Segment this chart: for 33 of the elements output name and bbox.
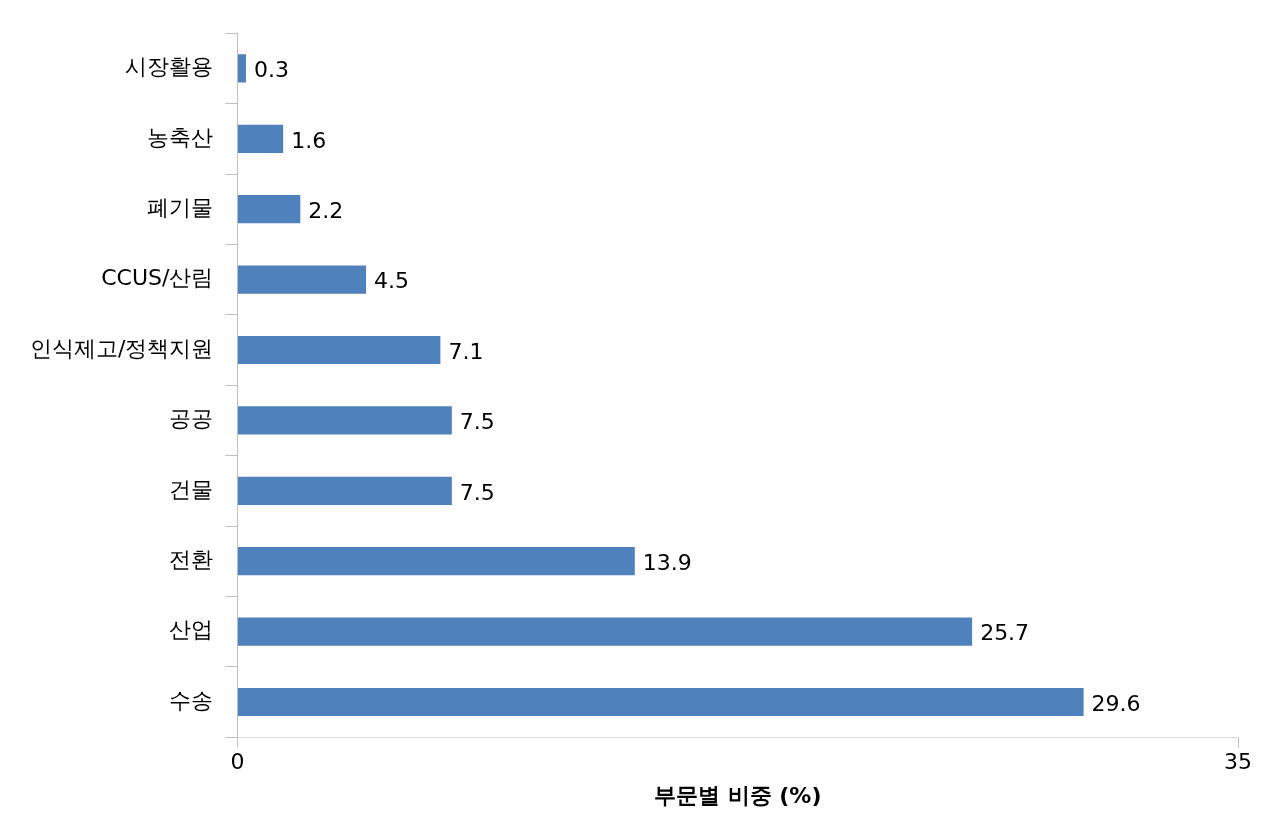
- x-tick-label: 0: [230, 749, 245, 775]
- bar: [237, 476, 452, 505]
- data-label: 7.5: [459, 479, 495, 505]
- data-label: 25.7: [980, 620, 1030, 646]
- data-label: 7.1: [448, 338, 484, 364]
- y-tick-label: 산업: [169, 617, 214, 643]
- data-label: 13.9: [642, 549, 692, 575]
- bar: [237, 265, 367, 294]
- y-tick-label: 수송: [169, 687, 214, 713]
- bar: [237, 617, 973, 646]
- y-tick-label: CCUS/산림: [101, 265, 214, 291]
- data-label: 0.3: [253, 57, 289, 83]
- bar: [237, 54, 246, 83]
- y-tick-label: 농축산: [147, 124, 214, 150]
- bar: [237, 547, 635, 576]
- bar: [237, 687, 1084, 717]
- x-axis-title: 부문별 비중 (%): [653, 782, 822, 808]
- data-label: 4.5: [374, 268, 410, 294]
- data-label: 1.6: [291, 127, 327, 153]
- y-tick-label: 건물: [169, 476, 214, 502]
- x-tick-label: 35: [1224, 749, 1252, 775]
- data-label: 7.5: [459, 409, 495, 435]
- bar: [237, 335, 441, 365]
- bar: [237, 124, 284, 153]
- y-tick-label: 시장활용: [125, 54, 214, 80]
- bar: [237, 195, 301, 224]
- data-label: 2.2: [308, 197, 344, 223]
- data-label: 29.6: [1091, 690, 1141, 716]
- y-tick-label: 전환: [169, 546, 214, 572]
- y-tick-label: 인식제고/정책지원: [29, 335, 214, 361]
- bar: [237, 406, 452, 435]
- y-tick-label: 공공: [169, 406, 214, 432]
- y-tick-label: 폐기물: [147, 194, 214, 220]
